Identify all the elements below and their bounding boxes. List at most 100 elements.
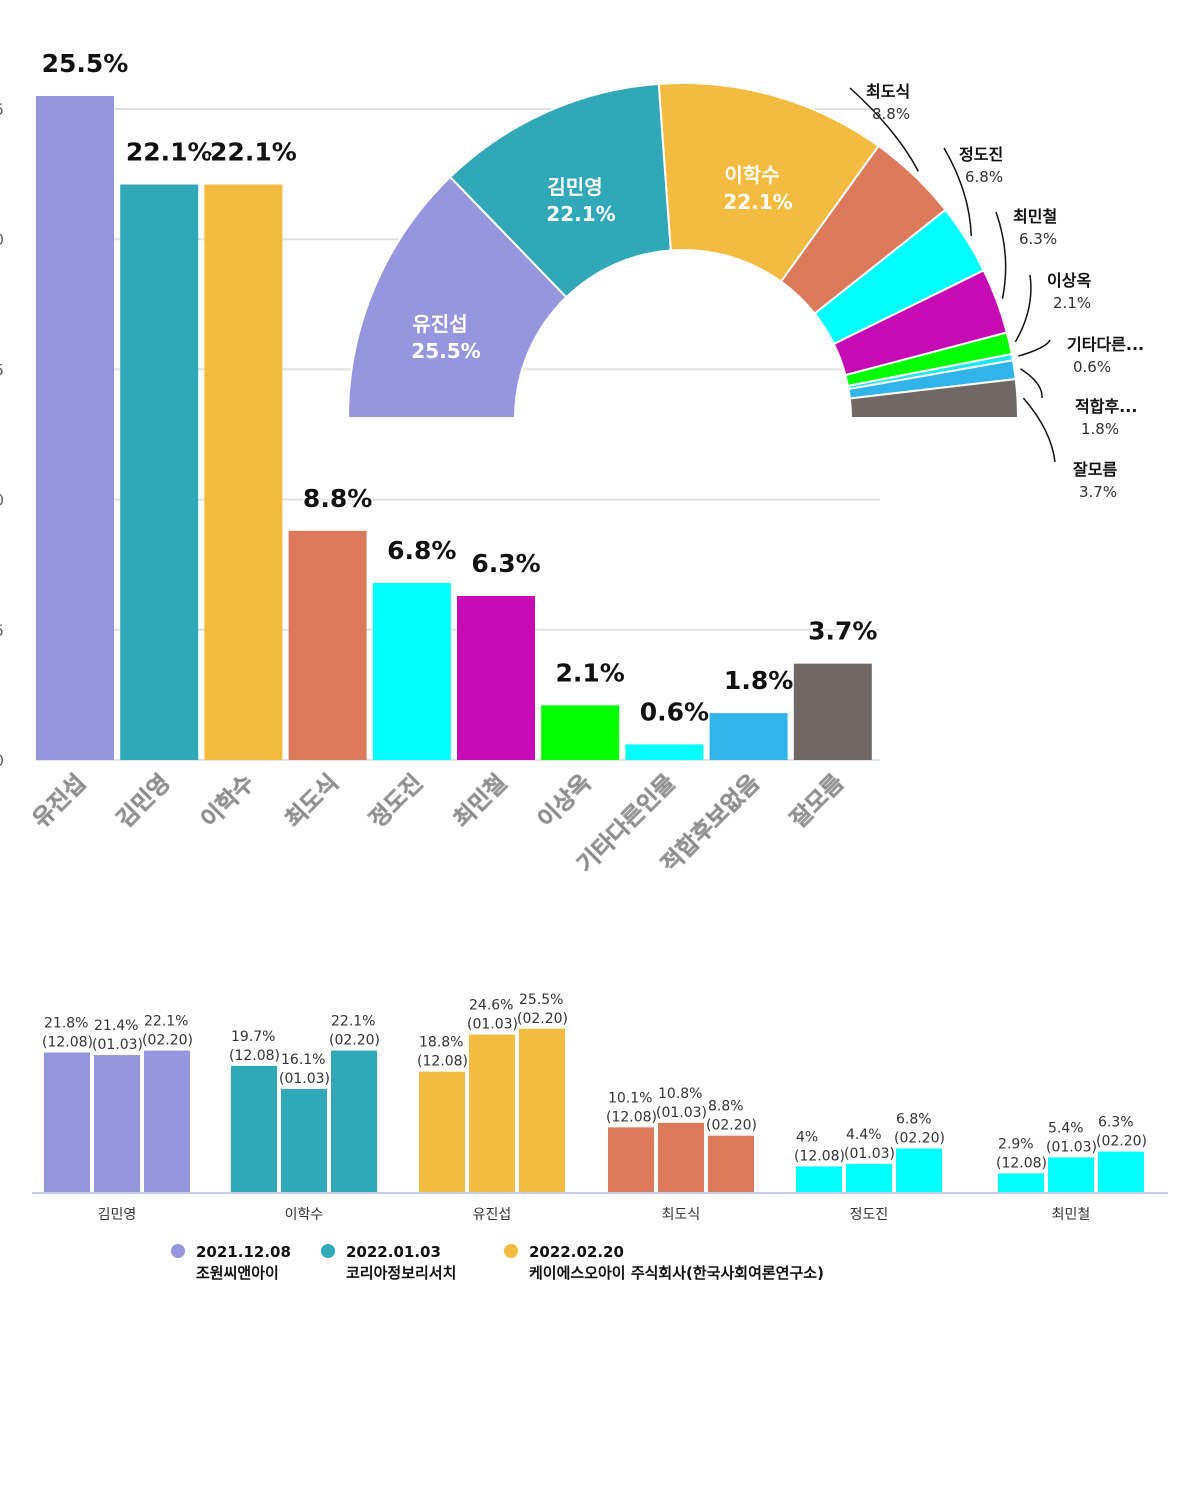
legend-marker (321, 1244, 335, 1258)
y-tick-label: 10 (0, 491, 4, 510)
x-tick-label: 최도식 (281, 770, 344, 833)
x-tick-label: 잘모름 (786, 770, 849, 833)
x-tick-label: 이학수 (196, 770, 259, 833)
slice-name-label: 이상옥 (1047, 271, 1091, 290)
bar-value-label: 19.7% (231, 1029, 275, 1045)
x-tick-label: 유진섭 (473, 1207, 512, 1223)
y-tick-label: 20 (0, 230, 4, 249)
bar-value-label: 4% (796, 1129, 818, 1145)
bar-date-label: (01.03) (279, 1071, 330, 1087)
grouped-bar (231, 1065, 277, 1192)
slice-value-label: 22.1% (546, 202, 615, 226)
bar-date-label: (01.03) (1046, 1139, 1097, 1155)
legend-label: 2021.12.08 (196, 1243, 291, 1261)
legend-label: 2022.01.03 (346, 1243, 441, 1261)
x-tick-label: 정도진 (850, 1207, 889, 1223)
bar-date-label: (12.08) (42, 1034, 93, 1050)
slice-name-label: 정도진 (959, 145, 1003, 164)
bar-date-label: (01.03) (92, 1037, 143, 1053)
grouped-bar (896, 1148, 942, 1192)
grouped-bar (469, 1034, 515, 1192)
legend-source: 코리아정보리서치 (346, 1264, 456, 1282)
x-tick-label: 최민철 (449, 770, 512, 833)
legend-source: 조원씨앤아이 (196, 1264, 279, 1282)
slice-value-label: 25.5% (411, 339, 480, 363)
bar-value-label: 25.5% (42, 49, 129, 78)
slice-name-label: 김민영 (547, 175, 602, 199)
x-tick-label: 이상옥 (533, 770, 596, 833)
bar-value-label: 0.6% (640, 697, 709, 726)
legend-label: 2022.02.20 (529, 1243, 624, 1261)
bar-value-label: 22.1% (210, 138, 297, 167)
slice-value-label: 1.8% (1081, 420, 1119, 438)
bar-value-label: 4.4% (846, 1127, 882, 1143)
y-tick-label: 15 (0, 360, 4, 379)
bar-value-label: 6.3% (471, 549, 540, 578)
grouped-bar (998, 1173, 1044, 1192)
bar-value-label: 21.8% (44, 1015, 88, 1031)
bar-date-label: (01.03) (467, 1017, 518, 1033)
grouped-bar (608, 1127, 654, 1192)
leader-line (849, 87, 920, 172)
slice-value-label: 0.6% (1073, 358, 1111, 376)
grouped-bar (144, 1050, 190, 1192)
slice-name-label: 이학수 (724, 163, 779, 187)
leader-line (943, 147, 973, 236)
grouped-bar (1048, 1157, 1094, 1192)
grouped-bar (281, 1088, 327, 1192)
slice-value-label: 2.1% (1053, 294, 1091, 312)
leader-line (1022, 397, 1056, 463)
grouped-bar (331, 1050, 377, 1192)
slice-name-label: 잘모름 (1073, 460, 1117, 479)
bar-value-label: 6.8% (896, 1111, 932, 1127)
bar-date-label: (01.03) (844, 1146, 895, 1162)
bar-date-label: (12.08) (606, 1109, 657, 1125)
donut-slice-잘모름 (848, 377, 1020, 419)
slice-name-label: 기타다른... (1067, 335, 1144, 354)
y-tick-label: 5 (0, 621, 4, 640)
bar-적합후보없음 (709, 713, 788, 760)
bar-date-label: (12.08) (229, 1048, 280, 1064)
bar-value-label: 22.1% (144, 1014, 188, 1030)
bar-value-label: 5.4% (1048, 1120, 1084, 1136)
slice-value-label: 6.3% (1019, 230, 1057, 248)
grouped-bar (519, 1028, 565, 1192)
bar-정도진 (372, 582, 451, 760)
x-tick-label: 김민영 (112, 770, 175, 833)
grouped-bar (44, 1052, 90, 1192)
x-tick-label: 최민철 (1052, 1207, 1091, 1223)
bar-value-label: 10.8% (658, 1086, 702, 1102)
bar-value-label: 2.9% (998, 1136, 1034, 1152)
bar-최도식 (288, 530, 367, 760)
grouped-bar (658, 1122, 704, 1192)
bar-date-label: (02.20) (1096, 1134, 1147, 1150)
bar-date-label: (12.08) (794, 1148, 845, 1164)
slice-name-label: 최민철 (1013, 207, 1057, 226)
bar-value-label: 16.1% (281, 1052, 325, 1068)
bar-기타다른인물 (625, 744, 704, 760)
leader-line (1020, 368, 1043, 399)
x-tick-label: 정도진 (365, 770, 428, 833)
y-tick-label: 25 (0, 100, 4, 119)
bar-date-label: (02.20) (517, 1011, 568, 1027)
bar-value-label: 8.8% (303, 484, 372, 513)
bar-김민영 (120, 184, 199, 761)
x-tick-label: 김민영 (98, 1207, 137, 1223)
slice-value-label: 22.1% (723, 190, 792, 214)
bar-date-label: (02.20) (329, 1033, 380, 1049)
x-tick-label: 최도식 (662, 1207, 701, 1223)
x-tick-label: 유진섭 (28, 770, 91, 833)
grouped-bar (708, 1135, 754, 1192)
bar-value-label: 1.8% (724, 666, 793, 695)
bar-최민철 (457, 595, 535, 760)
leader-line (995, 211, 1007, 299)
grouped-bar (1098, 1151, 1144, 1192)
x-tick-label: 이학수 (285, 1207, 324, 1223)
bar-date-label: (02.20) (142, 1033, 193, 1049)
bar-date-label: (02.20) (706, 1118, 757, 1134)
bar-유진섭 (36, 95, 114, 761)
bar-value-label: 8.8% (708, 1099, 744, 1115)
bar-value-label: 18.8% (419, 1035, 463, 1051)
slice-name-label: 유진섭 (412, 312, 467, 336)
bar-value-label: 2.1% (556, 658, 625, 687)
